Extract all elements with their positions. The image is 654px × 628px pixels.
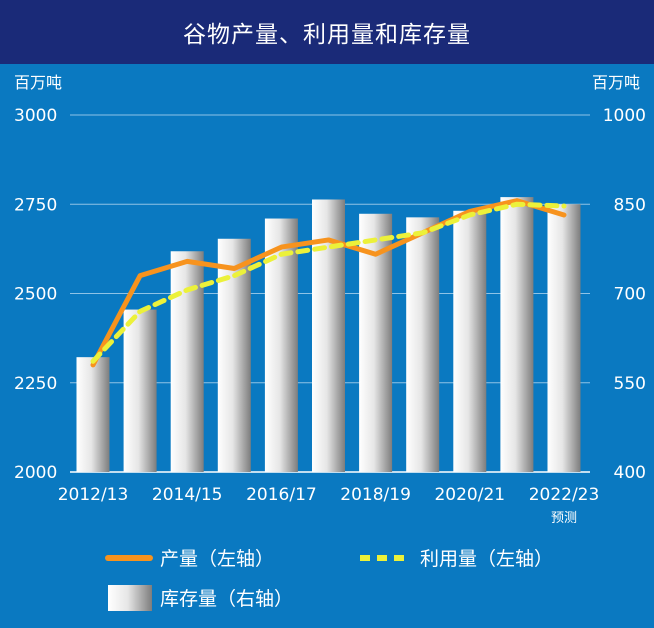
bar-2019/20 bbox=[406, 217, 440, 472]
bar-2013/14 bbox=[123, 309, 157, 472]
left-tick-label: 2250 bbox=[14, 374, 57, 394]
x-tick-label: 2022/23 bbox=[529, 485, 600, 505]
right-axis-unit: 百万吨 bbox=[592, 73, 640, 92]
legend-production-label: 产量（左轴） bbox=[160, 548, 274, 570]
legend-stocks-label: 库存量（右轴） bbox=[160, 588, 293, 610]
bar-2018/19 bbox=[359, 213, 393, 472]
bar-2021/22 bbox=[500, 197, 534, 473]
bar-2014/15 bbox=[170, 251, 204, 472]
utilization-line bbox=[90, 201, 567, 364]
forecast-note: 预测 bbox=[551, 511, 577, 526]
left-tick-label: 2750 bbox=[14, 195, 57, 215]
left-axis-unit: 百万吨 bbox=[14, 73, 62, 92]
x-tick-label: 2020/21 bbox=[434, 485, 505, 505]
left-tick-label: 2500 bbox=[14, 285, 57, 305]
chart-title: 谷物产量、利用量和库存量 bbox=[183, 22, 471, 48]
bar-2020/21 bbox=[453, 210, 487, 473]
x-tick-label: 2016/17 bbox=[246, 485, 317, 505]
legend-utilization-label: 利用量（左轴） bbox=[420, 548, 553, 570]
left-tick-label: 3000 bbox=[14, 106, 57, 126]
x-tick-label: 2018/19 bbox=[340, 485, 411, 505]
bar-2022/23 bbox=[547, 204, 581, 472]
x-tick-label: 2012/13 bbox=[58, 485, 129, 505]
left-tick-label: 2000 bbox=[14, 463, 57, 483]
chart-title-bar: 谷物产量、利用量和库存量 bbox=[0, 0, 654, 64]
right-tick-label: 850 bbox=[614, 195, 646, 215]
right-tick-label: 1000 bbox=[603, 106, 646, 126]
right-tick-label: 700 bbox=[614, 285, 646, 305]
bar-2012/13 bbox=[76, 357, 110, 472]
production-line bbox=[90, 198, 567, 368]
x-tick-label: 2014/15 bbox=[152, 485, 223, 505]
right-tick-label: 400 bbox=[614, 463, 646, 483]
right-tick-label: 550 bbox=[614, 374, 646, 394]
legend-stocks-swatch bbox=[108, 585, 152, 611]
